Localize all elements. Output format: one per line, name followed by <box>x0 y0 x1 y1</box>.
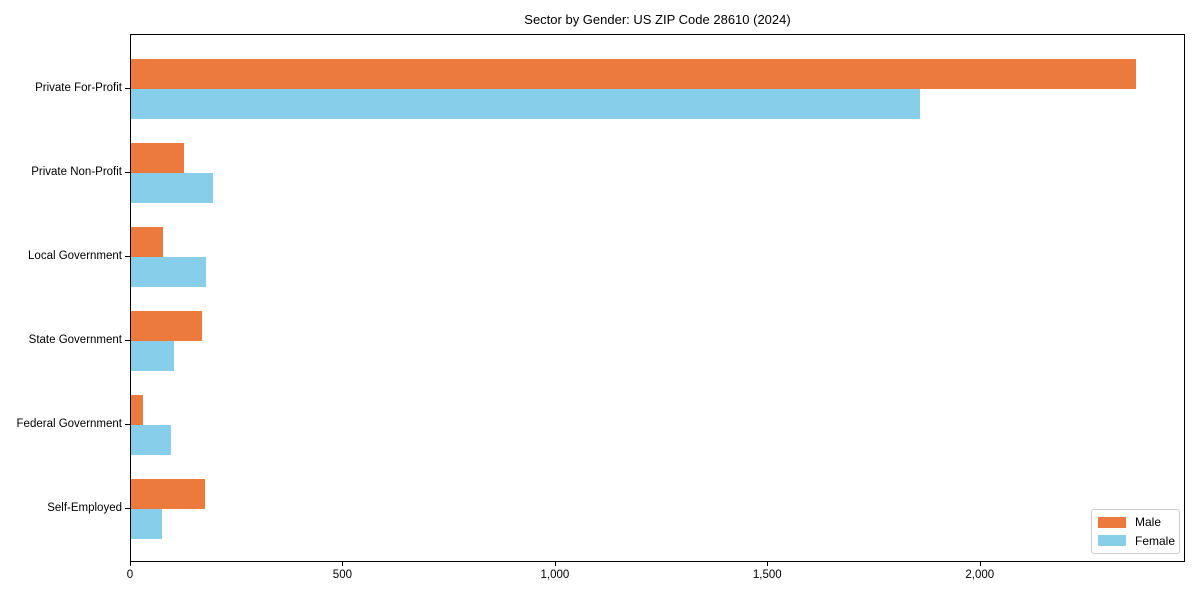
y-label-private-non-profit: Private Non-Profit <box>31 166 122 178</box>
x-tick-0 <box>130 562 131 566</box>
y-label-state-government: State Government <box>28 334 122 346</box>
legend-swatch-female <box>1098 535 1126 547</box>
bar-female-self-employed <box>131 509 163 539</box>
plot-area <box>130 34 1185 562</box>
x-tick-label-1500: 1,500 <box>752 569 782 581</box>
legend-label-female: Female <box>1135 533 1176 548</box>
x-tick-label-1000: 1,000 <box>540 569 570 581</box>
y-tick-self-employed <box>125 508 130 509</box>
y-label-self-employed: Self-Employed <box>47 502 122 514</box>
legend: Male Female <box>1091 509 1180 554</box>
bar-female-state-government <box>131 341 174 371</box>
x-tick-1500 <box>767 562 769 566</box>
bar-male-self-employed <box>131 479 205 509</box>
x-tick-label-2000: 2,000 <box>965 569 995 581</box>
bar-male-local-government <box>131 227 164 257</box>
x-tick-2000 <box>979 562 981 566</box>
bar-male-federal-government <box>131 395 143 425</box>
x-tick-1000 <box>554 562 556 566</box>
y-tick-local-government <box>125 256 130 257</box>
y-label-local-government: Local Government <box>28 250 122 262</box>
bar-female-local-government <box>131 257 207 287</box>
chart-title: Sector by Gender: US ZIP Code 28610 (202… <box>524 12 791 27</box>
bar-female-private-for-profit <box>131 89 920 119</box>
legend-item-female: Female <box>1098 533 1176 548</box>
y-label-federal-government: Federal Government <box>16 418 122 430</box>
bar-male-state-government <box>131 311 202 341</box>
y-tick-federal-government <box>125 424 130 425</box>
legend-item-male: Male <box>1098 515 1173 529</box>
x-tick-label-0: 0 <box>126 569 134 581</box>
y-label-private-for-profit: Private For-Profit <box>35 82 122 94</box>
x-tick-label-500: 500 <box>332 569 352 581</box>
legend-swatch-male <box>1098 516 1126 528</box>
bar-male-private-for-profit <box>131 59 1136 89</box>
bar-female-private-non-profit <box>131 173 213 203</box>
bar-male-private-non-profit <box>131 143 185 173</box>
y-tick-private-for-profit <box>125 88 130 89</box>
legend-label-male: Male <box>1135 515 1162 530</box>
x-tick-500 <box>342 562 344 566</box>
y-tick-state-government <box>125 340 130 341</box>
y-tick-private-non-profit <box>125 172 130 173</box>
bar-female-federal-government <box>131 425 171 455</box>
